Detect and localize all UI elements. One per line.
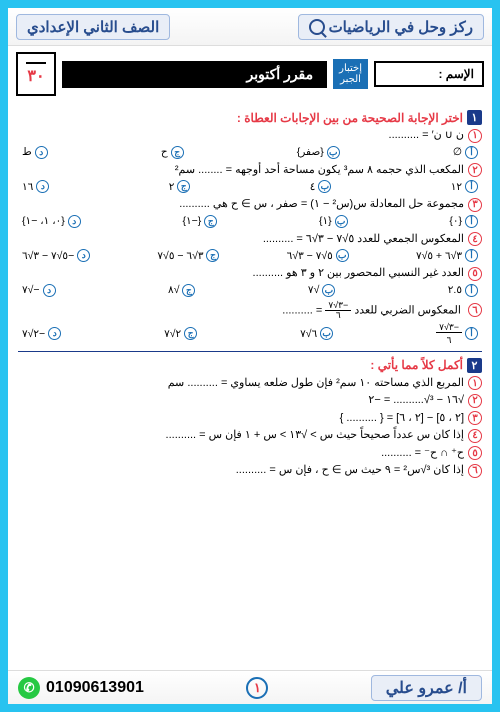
score-line: [26, 62, 46, 64]
q5: ٥العدد غير النسبي المحصور بين ٢ و ٣ هو .…: [18, 266, 482, 281]
name-field[interactable]: الإسم :: [374, 61, 484, 87]
search-icon: [309, 19, 325, 35]
f5: ٥ح⁺ ∩ ح⁻ = ..........: [18, 446, 482, 461]
phone-number: 01090613901: [46, 679, 144, 697]
exam-title: مقرر أكتوبر: [62, 61, 327, 88]
q1-options: أ∅ ب{صفر} جح دط: [18, 146, 482, 159]
q3-options: أ{٠} ب{١} ج{−١} د{٠، ١، −١}: [18, 215, 482, 228]
phone-icon: ✆: [18, 677, 40, 699]
q5-options: أ٢.٥ ب√٧ ج√٨ د−√٧: [18, 284, 482, 297]
subject-tag: إختبار الجبر: [333, 59, 368, 89]
q4-options: أ٣√٦ + ٥√٧ ب٥√٧ − ٣√٦ ج٣√٦ − ٥√٧ د−٥√٧ −…: [18, 249, 482, 262]
q3: ٣مجموعة حل المعادلة س(س² − ١) = صفر ، س …: [18, 197, 482, 212]
section-2-header: ٢ أكمل كلاً مما يأتي :: [18, 358, 482, 373]
f3: ٣[٢ ، ٥] − [٢ ، ٦] = { .......... }: [18, 411, 482, 426]
footer: أ/ عمرو علي ١ 01090613901 ✆: [8, 670, 492, 704]
content: ١ اختر الإجابة الصحيحة من بين الإجابات ا…: [8, 102, 492, 670]
top-bar: ركز وحل في الرياضيات الصف الثاني الإعداد…: [8, 8, 492, 46]
page-number: ١: [246, 677, 268, 699]
f4: ٤إذا كان س عدداً صحيحاً حيث س > √١٣ > س …: [18, 428, 482, 443]
separator: [18, 351, 482, 352]
score-box: ٣٠: [16, 52, 56, 96]
q2: ٢المكعب الذي حجمه ٨ سم³ يكون مساحة أحد أ…: [18, 163, 482, 178]
phone: 01090613901 ✆: [18, 677, 144, 699]
f6: ٦إذا كان ³√س² = ٩ حيث س ∋ ح ، فإن س = ..…: [18, 463, 482, 478]
score-total: ٣٠: [27, 66, 44, 86]
grade-label: الصف الثاني الإعدادي: [16, 14, 170, 40]
site-title: ركز وحل في الرياضيات: [298, 14, 484, 40]
f2: ٢√١٦ − ³√.......... = −٢: [18, 393, 482, 408]
q4: ٤المعكوس الجمعي للعدد ٥√٧ − ٣√٦ = ......…: [18, 232, 482, 247]
worksheet-page: ركز وحل في الرياضيات الصف الثاني الإعداد…: [8, 8, 492, 704]
teacher-name: أ/ عمرو علي: [371, 675, 482, 701]
f1: ١المربع الذي مساحته ١٠ سم² فإن طول ضلعه …: [18, 376, 482, 391]
q6-options: أ−٣√٧٦ ب٦√٧ ج٢√٧ د−٢√٧: [18, 323, 482, 345]
q2-options: أ١٢ ب٤ ج٢ د١٦: [18, 180, 482, 193]
meta-row: الإسم : إختبار الجبر مقرر أكتوبر ٣٠: [8, 46, 492, 102]
q6: ٦ المعكوس الضربي للعدد −٣√٧٦ = .........…: [18, 301, 482, 320]
q6-fraction: −٣√٧٦: [325, 301, 351, 320]
section-title: اختر الإجابة الصحيحة من بين الإجابات الع…: [237, 111, 463, 125]
q1: ١ن ∪ ن′ = ..........: [18, 128, 482, 143]
section-1-header: ١ اختر الإجابة الصحيحة من بين الإجابات ا…: [18, 110, 482, 125]
section-number: ١: [467, 110, 482, 125]
site-label: ركز وحل في الرياضيات: [329, 18, 473, 36]
